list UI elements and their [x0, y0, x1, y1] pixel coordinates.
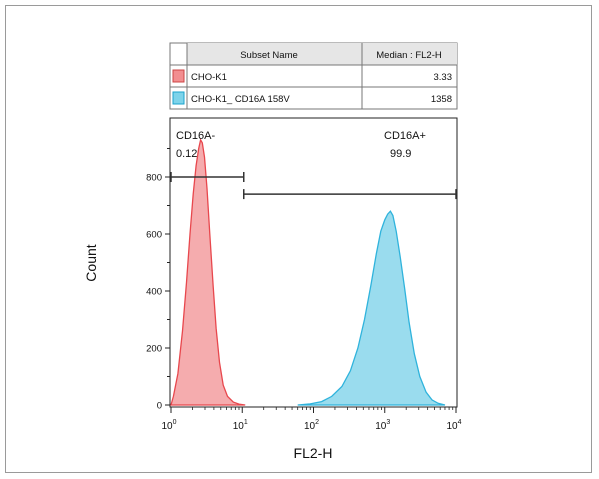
legend-row-median-cd16a: 1358	[431, 94, 452, 105]
y-axis-label: Count	[83, 244, 99, 281]
y-tick-label-400: 400	[146, 287, 162, 298]
series-area-cho-k1	[170, 138, 246, 406]
gate-value-cd16a-neg: 0.12	[176, 148, 197, 160]
gate-label-cd16a-pos: CD16A+	[384, 130, 426, 142]
x-tick-label-10: 101	[233, 419, 248, 432]
y-tick-label-600: 600	[146, 230, 162, 241]
series-area-cho-k1-cd16a-158v	[297, 210, 446, 406]
histogram-chart: Subset Name Median : FL2-H CHO-K1 3.33 C…	[83, 42, 462, 461]
x-tick-label-100: 102	[304, 419, 319, 432]
axis-layer: 0 200 400 600 800 100 101 102 103 104	[146, 148, 462, 432]
figure-frame: Subset Name Median : FL2-H CHO-K1 3.33 C…	[5, 5, 592, 473]
series-layer	[170, 138, 446, 406]
y-tick-label-200: 200	[146, 344, 162, 355]
x-axis-label: FL2-H	[294, 445, 333, 461]
legend-table: Subset Name Median : FL2-H CHO-K1 3.33 C…	[169, 42, 458, 110]
gate-label-cd16a-neg: CD16A-	[176, 130, 215, 142]
gate-value-cd16a-pos: 99.9	[390, 148, 411, 160]
x-tick-label-1: 100	[161, 419, 176, 432]
legend-row-median-cho-k1: 3.33	[434, 72, 453, 83]
x-tick-label-1000: 103	[375, 419, 390, 432]
y-tick-label-0: 0	[157, 401, 162, 412]
x-tick-label-10000: 104	[446, 419, 461, 432]
y-tick-label-800: 800	[146, 173, 162, 184]
legend-row-name-cd16a: CHO-K1_ CD16A 158V	[191, 94, 290, 105]
legend-header-background	[187, 43, 457, 65]
legend-header-subset-name: Subset Name	[240, 50, 298, 61]
gate-layer	[170, 172, 457, 200]
legend-header-median: Median : FL2-H	[376, 50, 442, 61]
legend-row-name-cho-k1: CHO-K1	[191, 72, 227, 83]
legend-swatch-cd16a	[172, 91, 185, 105]
legend-swatch-cho-k1	[172, 69, 185, 83]
